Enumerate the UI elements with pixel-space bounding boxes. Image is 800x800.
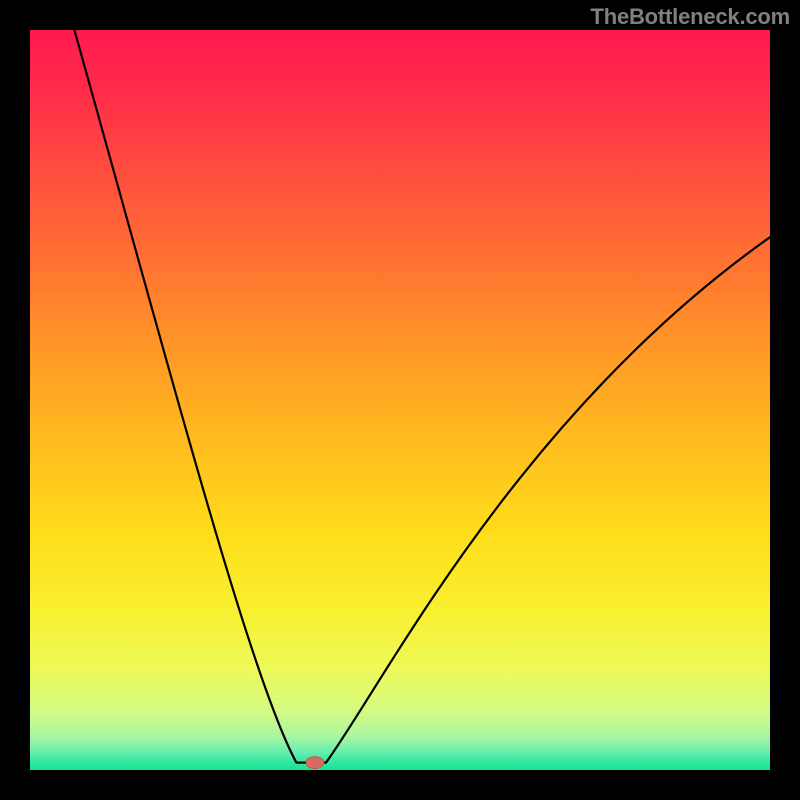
bottleneck-chart — [0, 0, 800, 800]
watermark-label: TheBottleneck.com — [590, 4, 790, 30]
optimal-point-marker — [306, 757, 324, 769]
chart-plot-background — [30, 30, 770, 770]
